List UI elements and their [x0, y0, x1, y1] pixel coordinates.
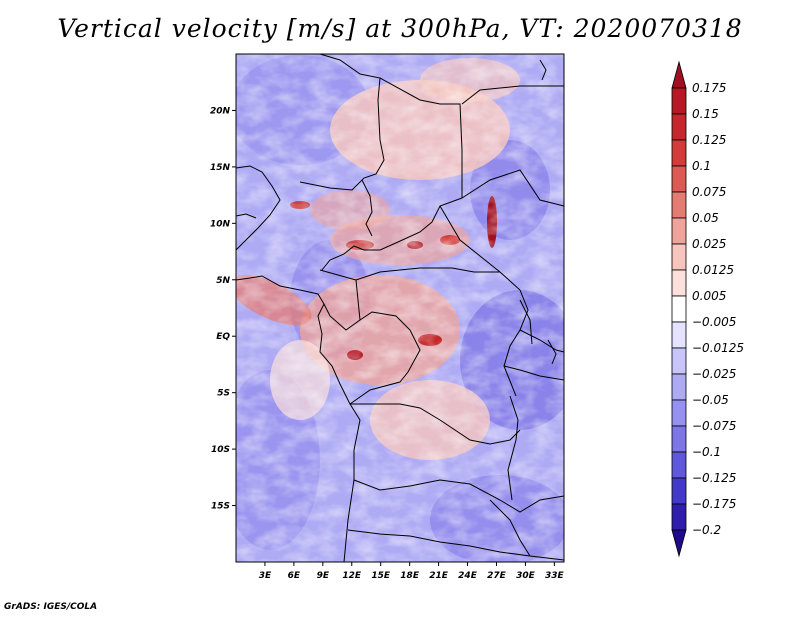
- footer-credit: GrADS: IGES/COLA: [4, 602, 98, 612]
- colorbar-label: −0.125: [692, 471, 736, 485]
- x-tick-label: 18E: [400, 571, 420, 581]
- colorbar-swatch: [671, 113, 687, 141]
- colorbar-swatch: [671, 529, 687, 558]
- x-tick-label: 3E: [259, 571, 272, 581]
- border-line: [489, 499, 531, 557]
- border-line: [507, 395, 519, 501]
- x-tick-label: 12E: [342, 571, 362, 581]
- colorbar-swatch: [671, 373, 687, 401]
- border-line: [347, 529, 564, 561]
- colorbar-label: 0.1: [692, 159, 711, 173]
- colorbar-swatch: [671, 347, 687, 375]
- colorbar-swatch: [671, 295, 687, 323]
- map-plot-area: 3E 6E 9E 12E 15E 18E 21E 24E 27E 30E 33E 20N 15N 10N…: [210, 53, 565, 581]
- border-line: [461, 169, 564, 207]
- colorbar-swatch: [671, 321, 687, 349]
- x-tick-label: 9E: [317, 571, 330, 581]
- border-line: [361, 179, 373, 237]
- border-line: [323, 279, 361, 331]
- country-borders: [236, 54, 564, 562]
- border-line: [299, 54, 385, 191]
- colorbar-swatch: [671, 165, 687, 193]
- border-line: [519, 299, 533, 345]
- colorbar-label: 0.075: [692, 185, 726, 199]
- border-line: [236, 165, 281, 251]
- border-line: [439, 205, 529, 397]
- y-tick-label: EQ: [216, 332, 230, 342]
- y-tick-label: 20N: [210, 106, 231, 116]
- colorbar-swatch: [671, 217, 687, 245]
- x-tick-label: 24E: [458, 571, 478, 581]
- colorbar-label: −0.025: [692, 367, 736, 381]
- colorbar-swatch: [671, 243, 687, 271]
- border-line: [547, 339, 557, 365]
- colorbar-swatch: [671, 399, 687, 427]
- colorbar-label: −0.075: [692, 419, 736, 433]
- y-tick-label: 15S: [211, 502, 230, 512]
- colorbar-swatch: [671, 451, 687, 479]
- colorbar-label: −0.175: [692, 497, 736, 511]
- colorbar-label: 0.125: [692, 133, 726, 147]
- colorbar-label: 0.005: [692, 289, 726, 303]
- colorbar-swatch: [671, 139, 687, 167]
- border-line: [236, 275, 361, 421]
- y-axis: 20N 15N 10N 5N EQ 5S 10S 15S: [210, 106, 236, 512]
- border-line: [236, 213, 257, 219]
- border-line: [461, 85, 564, 105]
- x-axis: 3E 6E 9E 12E 15E 18E 21E 24E 27E 30E 33E: [259, 562, 565, 581]
- chart-title: Vertical velocity [m/s] at 300hPa, VT: 2…: [57, 14, 743, 43]
- map-frame: [235, 53, 565, 563]
- x-tick-label: 27E: [487, 571, 507, 581]
- x-tick-label: 33E: [545, 571, 565, 581]
- vertical-velocity-field: [236, 54, 564, 562]
- y-tick-label: 10S: [211, 445, 230, 455]
- colorbar-label: 0.0125: [692, 263, 734, 277]
- field-texture: [236, 54, 564, 562]
- border-line: [321, 77, 463, 271]
- colorbar-label: −0.1: [692, 445, 721, 459]
- border-line: [349, 311, 421, 405]
- border-line: [350, 403, 521, 445]
- border-line: [539, 59, 547, 81]
- colorbar-label: 0.175: [692, 81, 726, 95]
- colorbar-swatch: [671, 477, 687, 505]
- border-line: [503, 365, 564, 381]
- border-line: [353, 479, 564, 513]
- colorbar-label: 0.15: [692, 107, 719, 121]
- x-tick-label: 21E: [429, 571, 449, 581]
- colorbar-swatch: [671, 269, 687, 297]
- colorbar-swatch: [671, 191, 687, 219]
- colorbar: 0.175 0.15 0.125 0.1 0.075 0.05 0.025 0.0125 0.0…: [671, 60, 744, 558]
- y-tick-label: 10N: [210, 219, 231, 229]
- y-tick-label: 15N: [210, 163, 231, 173]
- colorbar-swatch: [671, 60, 687, 89]
- colorbar-label: −0.2: [692, 523, 721, 537]
- colorbar-swatch: [671, 503, 687, 531]
- colorbar-label: 0.05: [692, 211, 719, 225]
- x-tick-label: 6E: [288, 571, 301, 581]
- x-tick-label: 15E: [371, 571, 391, 581]
- colorbar-label: 0.025: [692, 237, 726, 251]
- y-tick-label: 5N: [216, 276, 230, 286]
- colorbar-label: −0.05: [692, 393, 729, 407]
- colorbar-label: −0.005: [692, 315, 736, 329]
- border-line: [519, 329, 564, 353]
- colorbar-swatch: [671, 425, 687, 453]
- colorbar-swatch: [671, 87, 687, 115]
- x-tick-label: 30E: [516, 571, 536, 581]
- y-tick-label: 5S: [217, 389, 230, 399]
- colorbar-label: −0.0125: [692, 341, 744, 355]
